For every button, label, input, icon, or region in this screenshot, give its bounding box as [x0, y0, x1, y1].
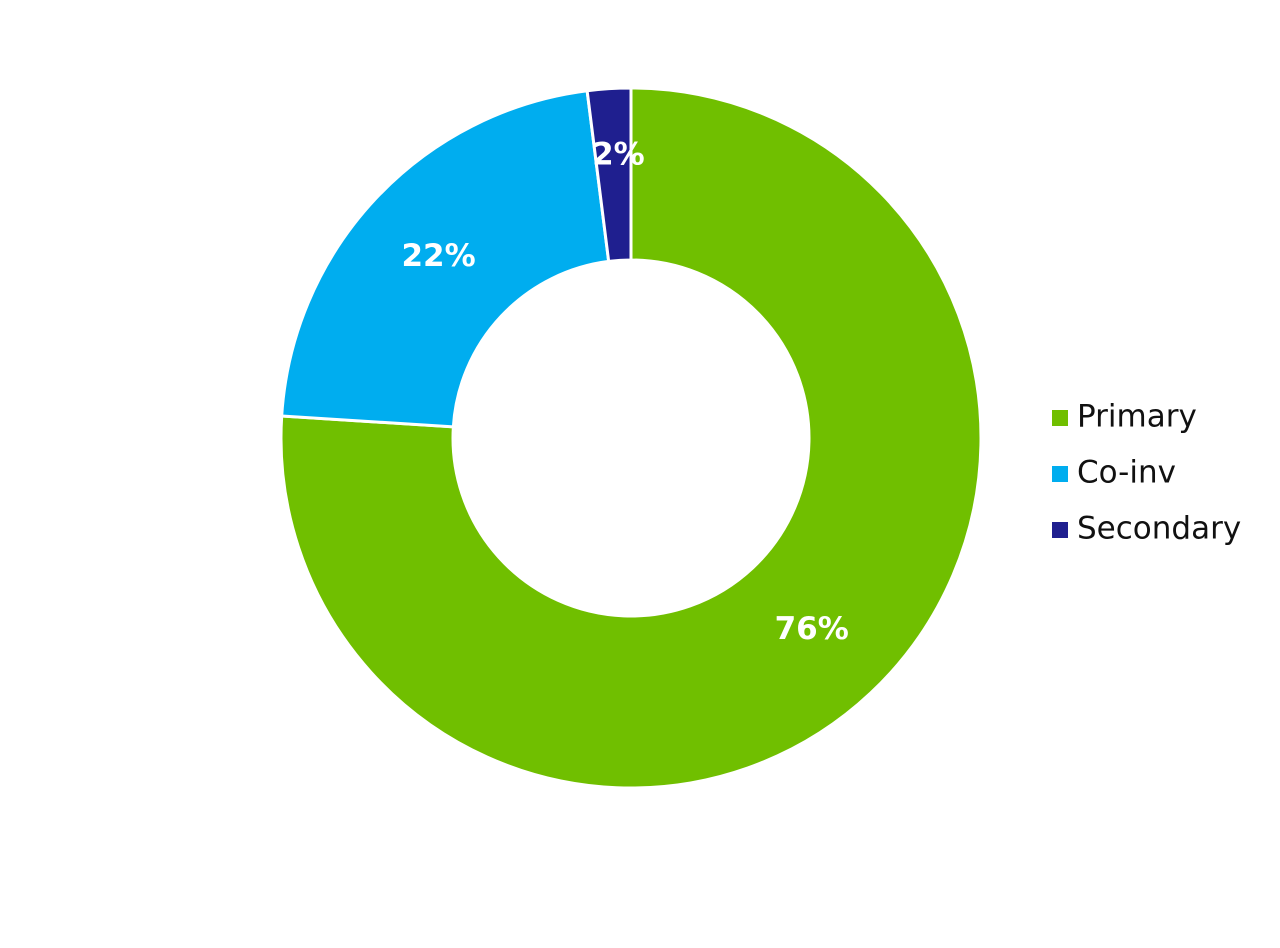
value-label: 22%	[401, 238, 475, 274]
donut-slice	[585, 86, 633, 264]
value-label: 76%	[775, 611, 849, 647]
legend-label: Co-inv	[1077, 455, 1176, 491]
value-label: 2%	[592, 137, 645, 173]
legend-swatch	[1052, 466, 1068, 482]
donut-slice	[280, 89, 611, 429]
legend-swatch	[1052, 410, 1068, 426]
donut-slice	[279, 86, 983, 790]
legend-swatch	[1052, 522, 1068, 538]
legend-label: Secondary	[1077, 511, 1241, 547]
legend-label: Primary	[1077, 399, 1197, 435]
